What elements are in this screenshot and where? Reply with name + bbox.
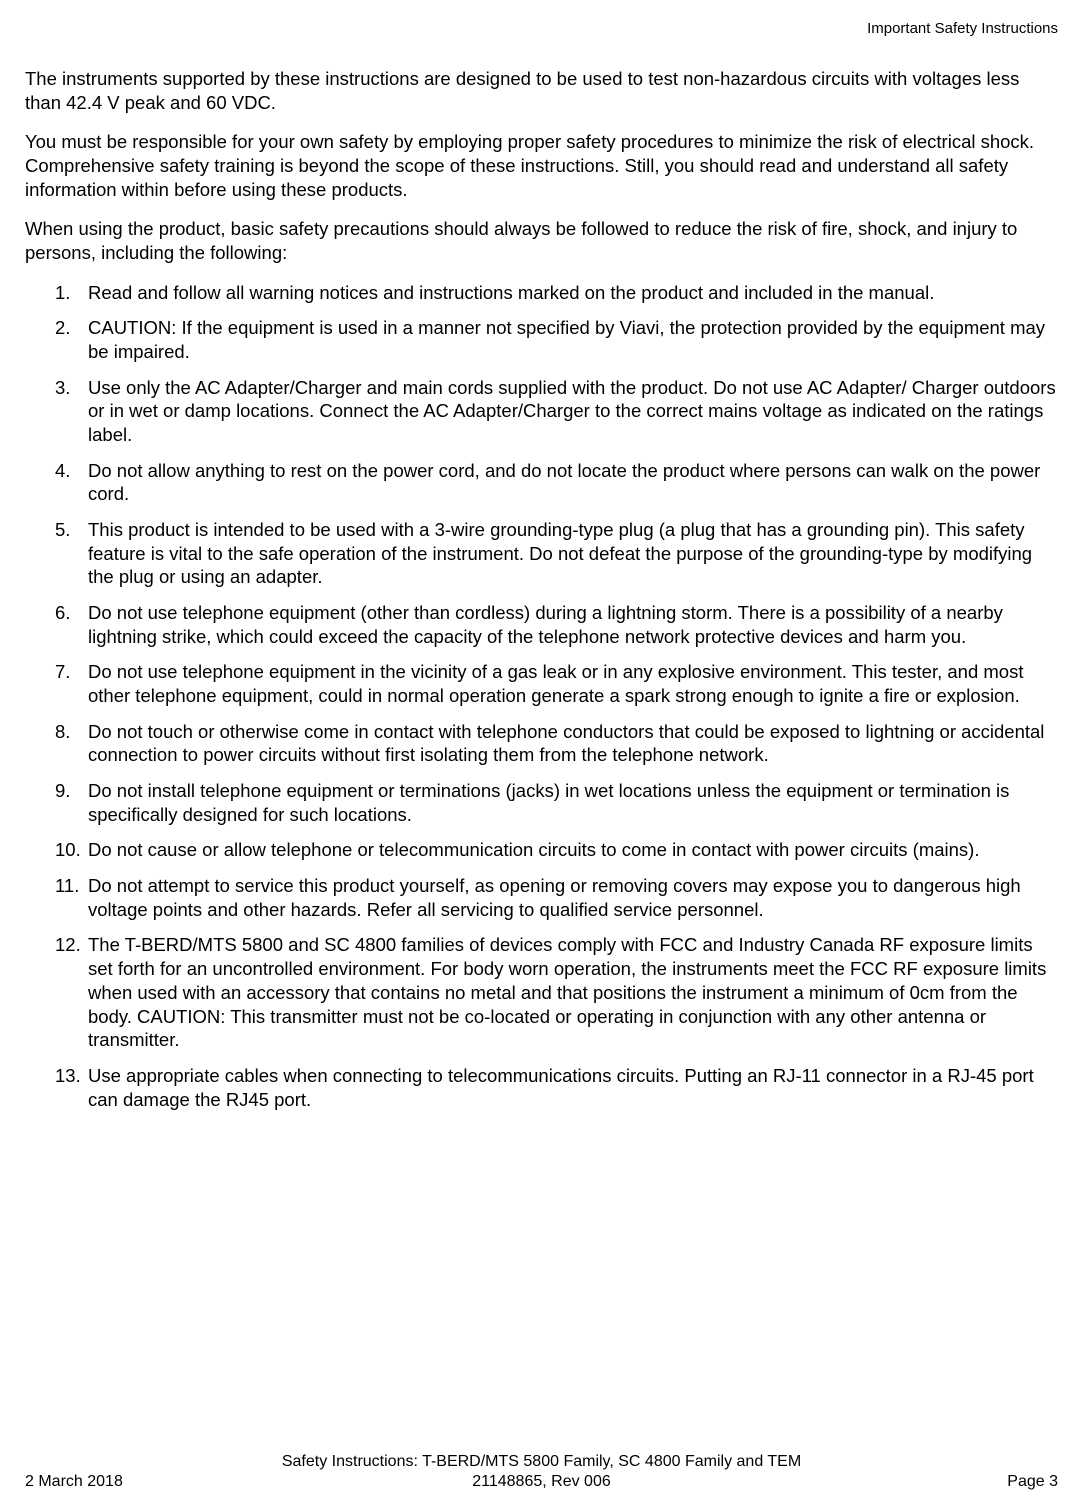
list-item: Use appropriate cables when connecting t… [25,1064,1058,1111]
header-section-title: Important Safety Instructions [25,20,1058,37]
list-item: Do not touch or otherwise come in contac… [25,720,1058,767]
footer-page-number: Page 3 [714,1473,1058,1491]
list-item: CAUTION: If the equipment is used in a m… [25,316,1058,363]
list-item: This product is intended to be used with… [25,518,1058,589]
intro-paragraph-1: The instruments supported by these instr… [25,67,1058,114]
list-item: Do not use telephone equipment in the vi… [25,660,1058,707]
list-item: Do not attempt to service this product y… [25,874,1058,921]
footer-date: 2 March 2018 [25,1473,369,1491]
intro-paragraph-2: You must be responsible for your own saf… [25,130,1058,201]
list-item: Do not allow anything to rest on the pow… [25,459,1058,506]
list-item: Do not use telephone equipment (other th… [25,601,1058,648]
footer-doc-title: Safety Instructions: T-BERD/MTS 5800 Fam… [25,1453,1058,1471]
page-footer: Safety Instructions: T-BERD/MTS 5800 Fam… [25,1453,1058,1491]
list-item: Do not install telephone equipment or te… [25,779,1058,826]
intro-paragraph-3: When using the product, basic safety pre… [25,217,1058,264]
list-item: Read and follow all warning notices and … [25,281,1058,305]
list-item: Do not cause or allow telephone or telec… [25,838,1058,862]
footer-doc-number: 21148865, Rev 006 [369,1473,713,1491]
list-item: Use only the AC Adapter/Charger and main… [25,376,1058,447]
safety-instructions-list: Read and follow all warning notices and … [25,281,1058,1111]
list-item: The T-BERD/MTS 5800 and SC 4800 families… [25,933,1058,1051]
